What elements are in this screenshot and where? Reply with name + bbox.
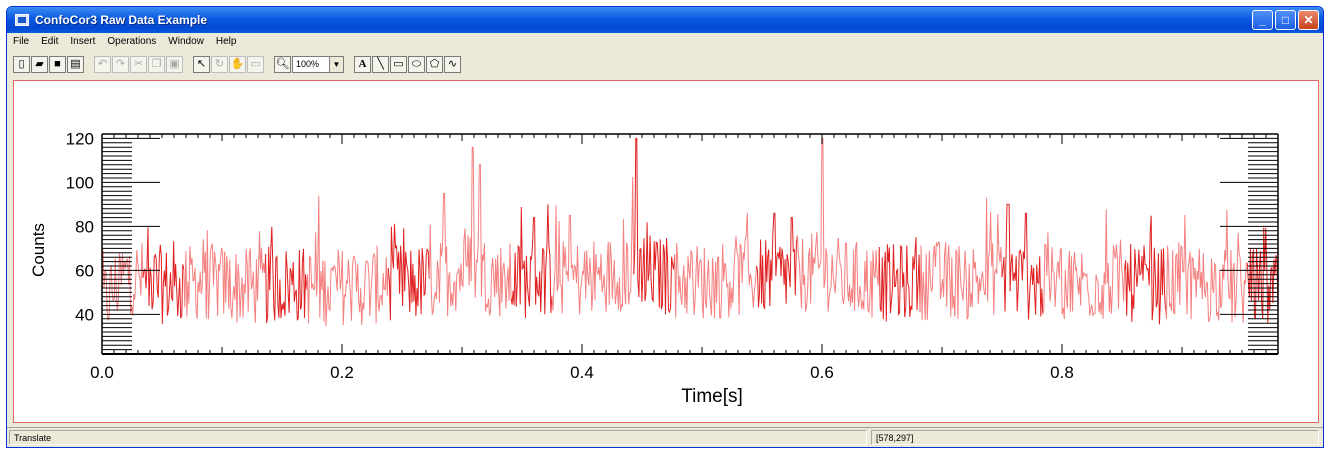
- chevron-down-icon[interactable]: ▼: [329, 56, 343, 72]
- pan-icon[interactable]: ✋: [229, 55, 246, 73]
- polygon-icon[interactable]: ⬠: [426, 55, 443, 73]
- zoom-value: 100%: [296, 59, 320, 69]
- menu-help[interactable]: Help: [215, 36, 237, 47]
- raw-data-chart[interactable]: 40 60 80 100 120 0.0 0.2 0.4 0.6 0.8 Time[s] Counts: [14, 81, 1318, 422]
- rotate-icon[interactable]: ↻: [211, 55, 228, 73]
- data-trace-segment: [142, 227, 185, 324]
- save-icon[interactable]: ■: [49, 55, 66, 73]
- y-tick-label: 40: [75, 305, 94, 324]
- x-tick-label: 0.4: [570, 363, 594, 382]
- title-bar[interactable]: ConfoCor3 Raw Data Example _ □ ✕: [7, 7, 1323, 33]
- y-tick-label: 80: [75, 217, 94, 236]
- plot-area[interactable]: 40 60 80 100 120 0.0 0.2 0.4 0.6 0.8 Time[s] Counts: [13, 80, 1319, 423]
- redo-icon[interactable]: ↷: [112, 55, 129, 73]
- rectangle-icon[interactable]: ▭: [390, 55, 407, 73]
- data-trace-segment: [469, 146, 512, 317]
- open-folder-icon[interactable]: ▰: [31, 55, 48, 73]
- line-icon[interactable]: ╲: [372, 55, 389, 73]
- text-icon[interactable]: A: [354, 55, 371, 73]
- close-button[interactable]: ✕: [1298, 10, 1319, 30]
- zoom-icon[interactable]: 🔍︎: [274, 55, 291, 73]
- menu-file[interactable]: File: [13, 36, 30, 47]
- data-trace-segment: [1083, 209, 1126, 319]
- menu-operations[interactable]: Operations: [107, 36, 157, 47]
- window-title: ConfoCor3 Raw Data Example: [35, 13, 208, 27]
- data-trace-segment: [1165, 214, 1207, 320]
- data-trace-segment: [919, 241, 962, 321]
- new-file-icon[interactable]: ▯: [13, 55, 30, 73]
- undo-icon[interactable]: ↶: [94, 55, 111, 73]
- status-bar: Translate [578,297]: [7, 427, 1323, 447]
- x-tick-label: 0.8: [1050, 363, 1074, 382]
- data-trace-segment: [183, 230, 226, 320]
- x-tick-label: 0.2: [330, 363, 354, 382]
- select-arrow-icon[interactable]: ↖: [193, 55, 210, 73]
- data-trace-segment: [633, 137, 676, 315]
- data-trace-segment: [715, 212, 757, 319]
- menu-edit[interactable]: Edit: [41, 36, 59, 47]
- data-trace-segment: [592, 176, 635, 313]
- minimize-icon: _: [1259, 13, 1266, 27]
- app-icon: [15, 14, 29, 26]
- minimize-button[interactable]: _: [1252, 10, 1273, 30]
- data-trace-segment: [1042, 232, 1085, 320]
- y-tick-label: 120: [66, 129, 94, 148]
- x-axis-title: Time[s]: [681, 386, 743, 407]
- data-trace-segment: [265, 226, 307, 324]
- copy-icon[interactable]: ❐: [148, 55, 165, 73]
- x-tick-label: 0.0: [90, 363, 114, 382]
- data-trace-segment: [387, 223, 430, 321]
- data-trace-segment: [510, 204, 553, 319]
- data-trace-segment: [306, 195, 348, 327]
- toolbar: ▯ ▰ ■ ▤ ↶ ↷ ✂ ❐ ▣ ↖ ↻ ✋ ▭ 🔍︎ 100% ▼ A ╲ …: [13, 53, 461, 75]
- data-trace-segment: [551, 205, 594, 315]
- close-icon: ✕: [1303, 13, 1314, 27]
- reset-icon[interactable]: ▭: [247, 55, 264, 73]
- maximize-icon: □: [1281, 13, 1290, 27]
- data-trace-segment: [1001, 203, 1044, 320]
- window-controls: _ □ ✕: [1252, 10, 1319, 30]
- data-trace-segment: [756, 212, 798, 310]
- paste-icon[interactable]: ▣: [166, 55, 183, 73]
- data-trace-segment: [346, 245, 389, 326]
- data-trace-segment: [428, 192, 471, 317]
- data-trace-segment: [101, 243, 144, 321]
- print-icon[interactable]: ▤: [67, 55, 84, 73]
- freehand-icon[interactable]: ∿: [444, 55, 461, 73]
- data-trace-segment: [796, 137, 839, 312]
- data-trace-segment: [224, 231, 267, 323]
- x-tick-label: 0.6: [810, 363, 834, 382]
- data-trace-segment: [674, 242, 717, 319]
- menu-bar: File Edit Insert Operations Window Help: [11, 35, 238, 51]
- ellipse-icon[interactable]: ⬭: [408, 55, 425, 73]
- y-tick-label: 100: [66, 173, 94, 192]
- data-trace-segment: [1124, 215, 1166, 325]
- cut-icon[interactable]: ✂: [130, 55, 147, 73]
- y-tick-label: 60: [75, 261, 94, 280]
- data-trace-segment: [1206, 209, 1248, 323]
- y-axis-title: Counts: [29, 223, 48, 277]
- zoom-select[interactable]: 100% ▼: [292, 55, 344, 73]
- data-trace-segment: [960, 197, 1003, 321]
- maximize-button[interactable]: □: [1275, 10, 1296, 30]
- menu-insert[interactable]: Insert: [70, 36, 96, 47]
- menu-window[interactable]: Window: [168, 36, 204, 47]
- status-mode: Translate: [9, 430, 867, 445]
- app-window: ConfoCor3 Raw Data Example _ □ ✕ File Ed…: [6, 6, 1324, 448]
- data-trace-segment: [878, 237, 921, 322]
- status-coordinates: [578,297]: [871, 430, 1319, 445]
- data-trace-segment: [837, 237, 880, 318]
